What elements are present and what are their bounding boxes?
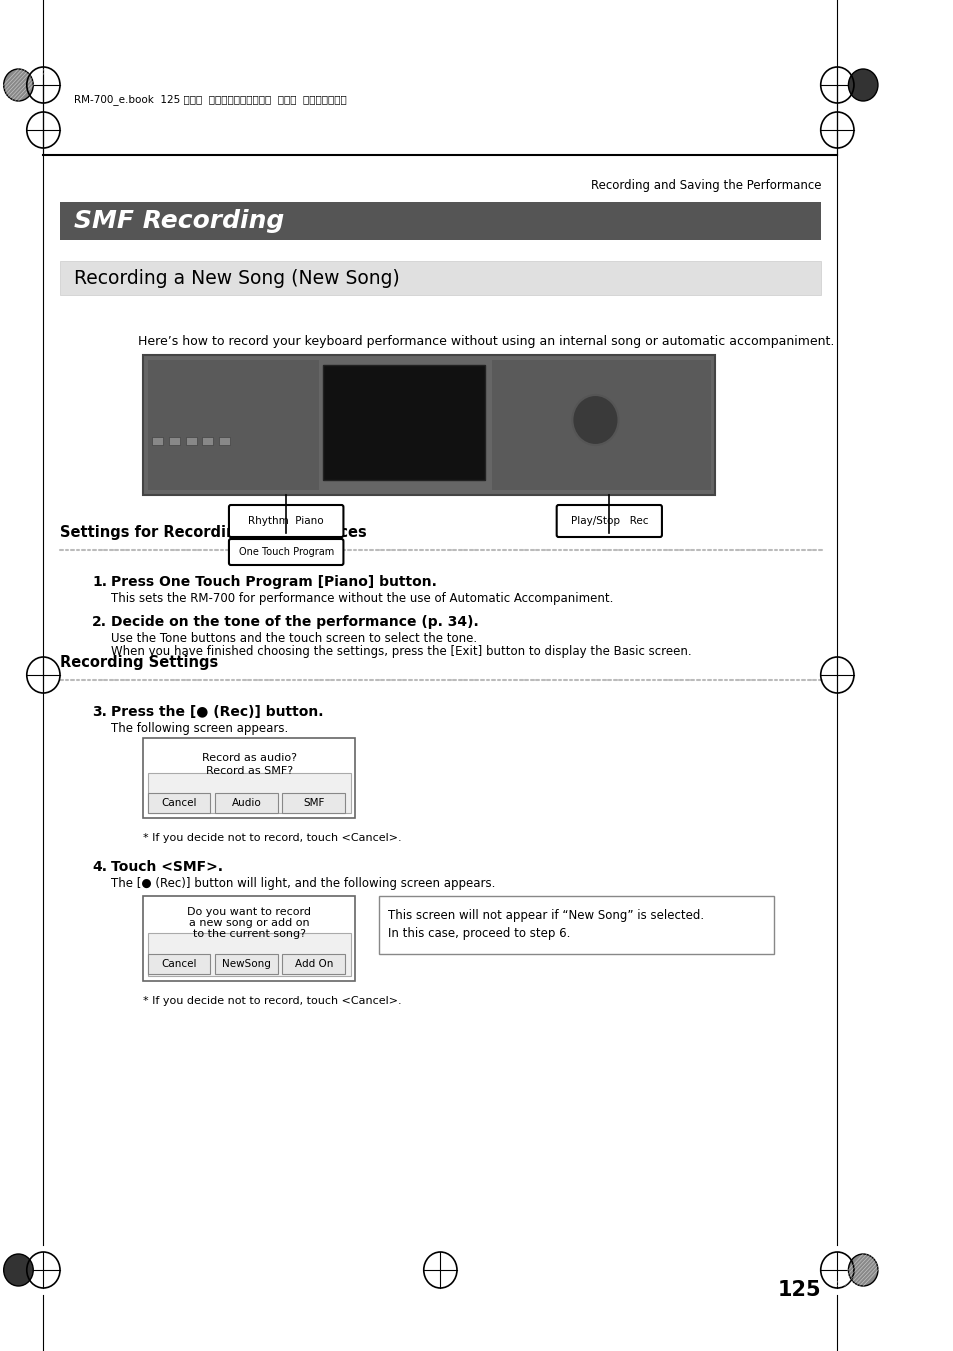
Text: * If you decide not to record, touch <Cancel>.: * If you decide not to record, touch <Ca… bbox=[143, 996, 401, 1006]
Text: This screen will not appear if “New Song” is selected.: This screen will not appear if “New Song… bbox=[387, 909, 703, 923]
Text: Cancel: Cancel bbox=[161, 798, 196, 808]
Bar bbox=[148, 934, 351, 975]
Bar bbox=[186, 436, 196, 444]
Text: Recording Settings: Recording Settings bbox=[60, 655, 218, 670]
Text: The following screen appears.: The following screen appears. bbox=[111, 721, 288, 735]
Text: This sets the RM-700 for performance without the use of Automatic Accompaniment.: This sets the RM-700 for performance wit… bbox=[111, 592, 613, 605]
Bar bbox=[60, 261, 820, 295]
Text: SMF Recording: SMF Recording bbox=[73, 209, 284, 232]
Text: * If you decide not to record, touch <Cancel>.: * If you decide not to record, touch <Ca… bbox=[143, 834, 401, 843]
Text: When you have finished choosing the settings, press the [Exit] button to display: When you have finished choosing the sett… bbox=[111, 644, 691, 658]
Bar bbox=[143, 896, 355, 981]
Text: 3.: 3. bbox=[92, 705, 107, 719]
Text: Audio: Audio bbox=[232, 798, 261, 808]
Bar bbox=[378, 896, 773, 954]
Text: Record as SMF?: Record as SMF? bbox=[206, 766, 293, 775]
Text: 4.: 4. bbox=[92, 861, 107, 874]
Text: Settings for Recording Performances: Settings for Recording Performances bbox=[60, 526, 366, 540]
FancyBboxPatch shape bbox=[229, 505, 343, 536]
Bar bbox=[60, 203, 820, 240]
Circle shape bbox=[847, 1254, 877, 1286]
Bar bbox=[143, 355, 715, 494]
FancyBboxPatch shape bbox=[229, 539, 343, 565]
Bar bbox=[282, 954, 345, 974]
Bar bbox=[214, 954, 277, 974]
Text: a new song or add on: a new song or add on bbox=[189, 917, 310, 928]
Text: SMF: SMF bbox=[303, 798, 324, 808]
Text: 125: 125 bbox=[778, 1279, 821, 1300]
Bar bbox=[143, 738, 355, 817]
Text: Recording and Saving the Performance: Recording and Saving the Performance bbox=[591, 178, 821, 192]
Text: Use the Tone buttons and the touch screen to select the tone.: Use the Tone buttons and the touch scree… bbox=[111, 632, 476, 644]
Text: NewSong: NewSong bbox=[222, 959, 271, 969]
Text: to the current song?: to the current song? bbox=[193, 929, 306, 939]
Circle shape bbox=[4, 1254, 33, 1286]
Circle shape bbox=[572, 394, 618, 444]
Bar bbox=[148, 773, 351, 813]
Text: Cancel: Cancel bbox=[161, 959, 196, 969]
Bar bbox=[152, 436, 163, 444]
Bar bbox=[214, 793, 277, 813]
Text: In this case, proceed to step 6.: In this case, proceed to step 6. bbox=[387, 928, 570, 940]
Bar bbox=[148, 954, 211, 974]
Text: Play/Stop   Rec: Play/Stop Rec bbox=[570, 516, 647, 526]
Bar bbox=[218, 436, 230, 444]
Text: Add On: Add On bbox=[294, 959, 333, 969]
Text: Here’s how to record your keyboard performance without using an internal song or: Here’s how to record your keyboard perfo… bbox=[138, 335, 834, 349]
Text: Record as audio?: Record as audio? bbox=[201, 753, 296, 763]
Bar bbox=[148, 793, 211, 813]
Text: Decide on the tone of the performance (p. 34).: Decide on the tone of the performance (p… bbox=[111, 615, 478, 630]
Bar bbox=[148, 359, 318, 490]
FancyBboxPatch shape bbox=[557, 505, 661, 536]
Text: Rhythm  Piano: Rhythm Piano bbox=[248, 516, 324, 526]
Bar bbox=[492, 359, 710, 490]
Bar bbox=[323, 365, 484, 480]
Text: RM-700_e.book  125 ページ  ２００９年３月１８日  水曜日  午前１１時５分: RM-700_e.book 125 ページ ２００９年３月１８日 水曜日 午前１… bbox=[73, 95, 346, 105]
Text: Press One Touch Program [Piano] button.: Press One Touch Program [Piano] button. bbox=[111, 576, 436, 589]
Circle shape bbox=[4, 69, 33, 101]
Text: One Touch Program: One Touch Program bbox=[238, 547, 334, 557]
Circle shape bbox=[847, 69, 877, 101]
Bar bbox=[282, 793, 345, 813]
Text: 2.: 2. bbox=[92, 615, 107, 630]
Bar bbox=[169, 436, 180, 444]
Text: Touch <SMF>.: Touch <SMF>. bbox=[111, 861, 223, 874]
Bar bbox=[202, 436, 213, 444]
Text: Recording a New Song (New Song): Recording a New Song (New Song) bbox=[73, 269, 399, 288]
Text: Press the [● (Rec)] button.: Press the [● (Rec)] button. bbox=[111, 705, 323, 719]
Text: Do you want to record: Do you want to record bbox=[187, 907, 311, 917]
Text: The [● (Rec)] button will light, and the following screen appears.: The [● (Rec)] button will light, and the… bbox=[111, 877, 495, 890]
Text: 1.: 1. bbox=[92, 576, 107, 589]
